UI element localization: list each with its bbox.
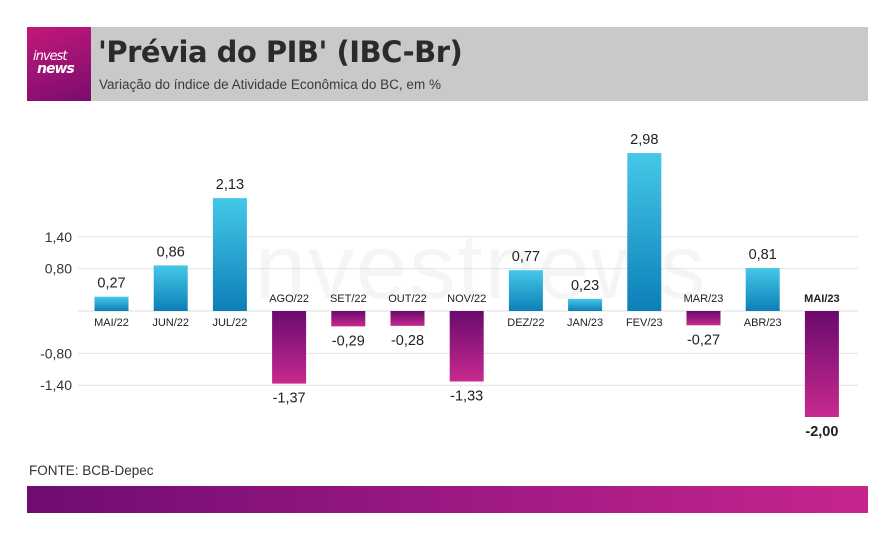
category-label: OUT/22 [388, 293, 427, 305]
y-tick-label: 1,40 [45, 229, 72, 245]
logo-text-invest: invest [33, 49, 67, 64]
value-label: -0,28 [391, 333, 424, 349]
value-label: 0,23 [571, 278, 599, 294]
value-label: 0,86 [157, 244, 185, 260]
bar-nov-22 [449, 311, 484, 382]
value-label: -2,00 [805, 424, 838, 440]
category-label: JAN/23 [567, 317, 603, 329]
bar-fev-23 [627, 153, 662, 311]
value-label: -0,27 [687, 332, 720, 348]
chart-title: 'Prévia do PIB' (IBC-Br) [98, 35, 463, 69]
bar-abr-23 [745, 268, 780, 311]
category-label: MAI/22 [94, 317, 129, 329]
y-tick-label: -1,40 [40, 377, 72, 393]
logo-text-news: news [37, 61, 75, 77]
bar-chart: investnews 1,40 0,80 -0,80 -1,40 MAI/22 0,27 J… [40, 132, 858, 440]
y-tick-label: 0,80 [45, 261, 72, 277]
chart-subtitle: Variação do índice de Atividade Econômic… [99, 77, 441, 92]
bar-ago-22 [272, 311, 307, 384]
category-label: SET/22 [330, 293, 367, 305]
bar-mai-22 [94, 296, 129, 311]
chart-header: invest news 'Prévia do PIB' (IBC-Br) Var… [27, 27, 868, 101]
category-label: AGO/22 [269, 293, 309, 305]
category-label: JUN/22 [152, 317, 189, 329]
source-note: FONTE: BCB-Depec [29, 463, 154, 478]
category-label: MAR/23 [684, 293, 724, 305]
value-label: -0,29 [332, 333, 365, 349]
value-label: 2,98 [630, 132, 658, 148]
value-label: 0,27 [97, 276, 125, 292]
bar-mai-23 [804, 311, 839, 417]
category-label: DEZ/22 [507, 317, 544, 329]
category-label: JUL/22 [212, 317, 247, 329]
category-label: NOV/22 [447, 293, 486, 305]
category-label: MAI/23 [804, 293, 839, 305]
bar-jun-22 [153, 265, 188, 311]
category-label: FEV/23 [626, 317, 663, 329]
value-label: -1,33 [450, 388, 483, 404]
value-label: 2,13 [216, 177, 244, 193]
y-tick-label: -0,80 [40, 345, 72, 361]
footer-bar [27, 486, 868, 513]
value-label: 0,81 [749, 247, 777, 263]
value-label: -1,37 [273, 391, 306, 407]
watermark-text: investnews [232, 216, 707, 318]
bar-mar-23 [686, 311, 721, 326]
bar-set-22 [331, 311, 366, 327]
bar-jul-22 [212, 198, 247, 311]
bar-out-22 [390, 311, 425, 326]
bar-jan-23 [568, 298, 603, 311]
investnews-logo: invest news [27, 27, 91, 101]
value-label: 0,77 [512, 249, 540, 265]
category-label: ABR/23 [744, 317, 782, 329]
bar-dez-22 [508, 270, 543, 311]
